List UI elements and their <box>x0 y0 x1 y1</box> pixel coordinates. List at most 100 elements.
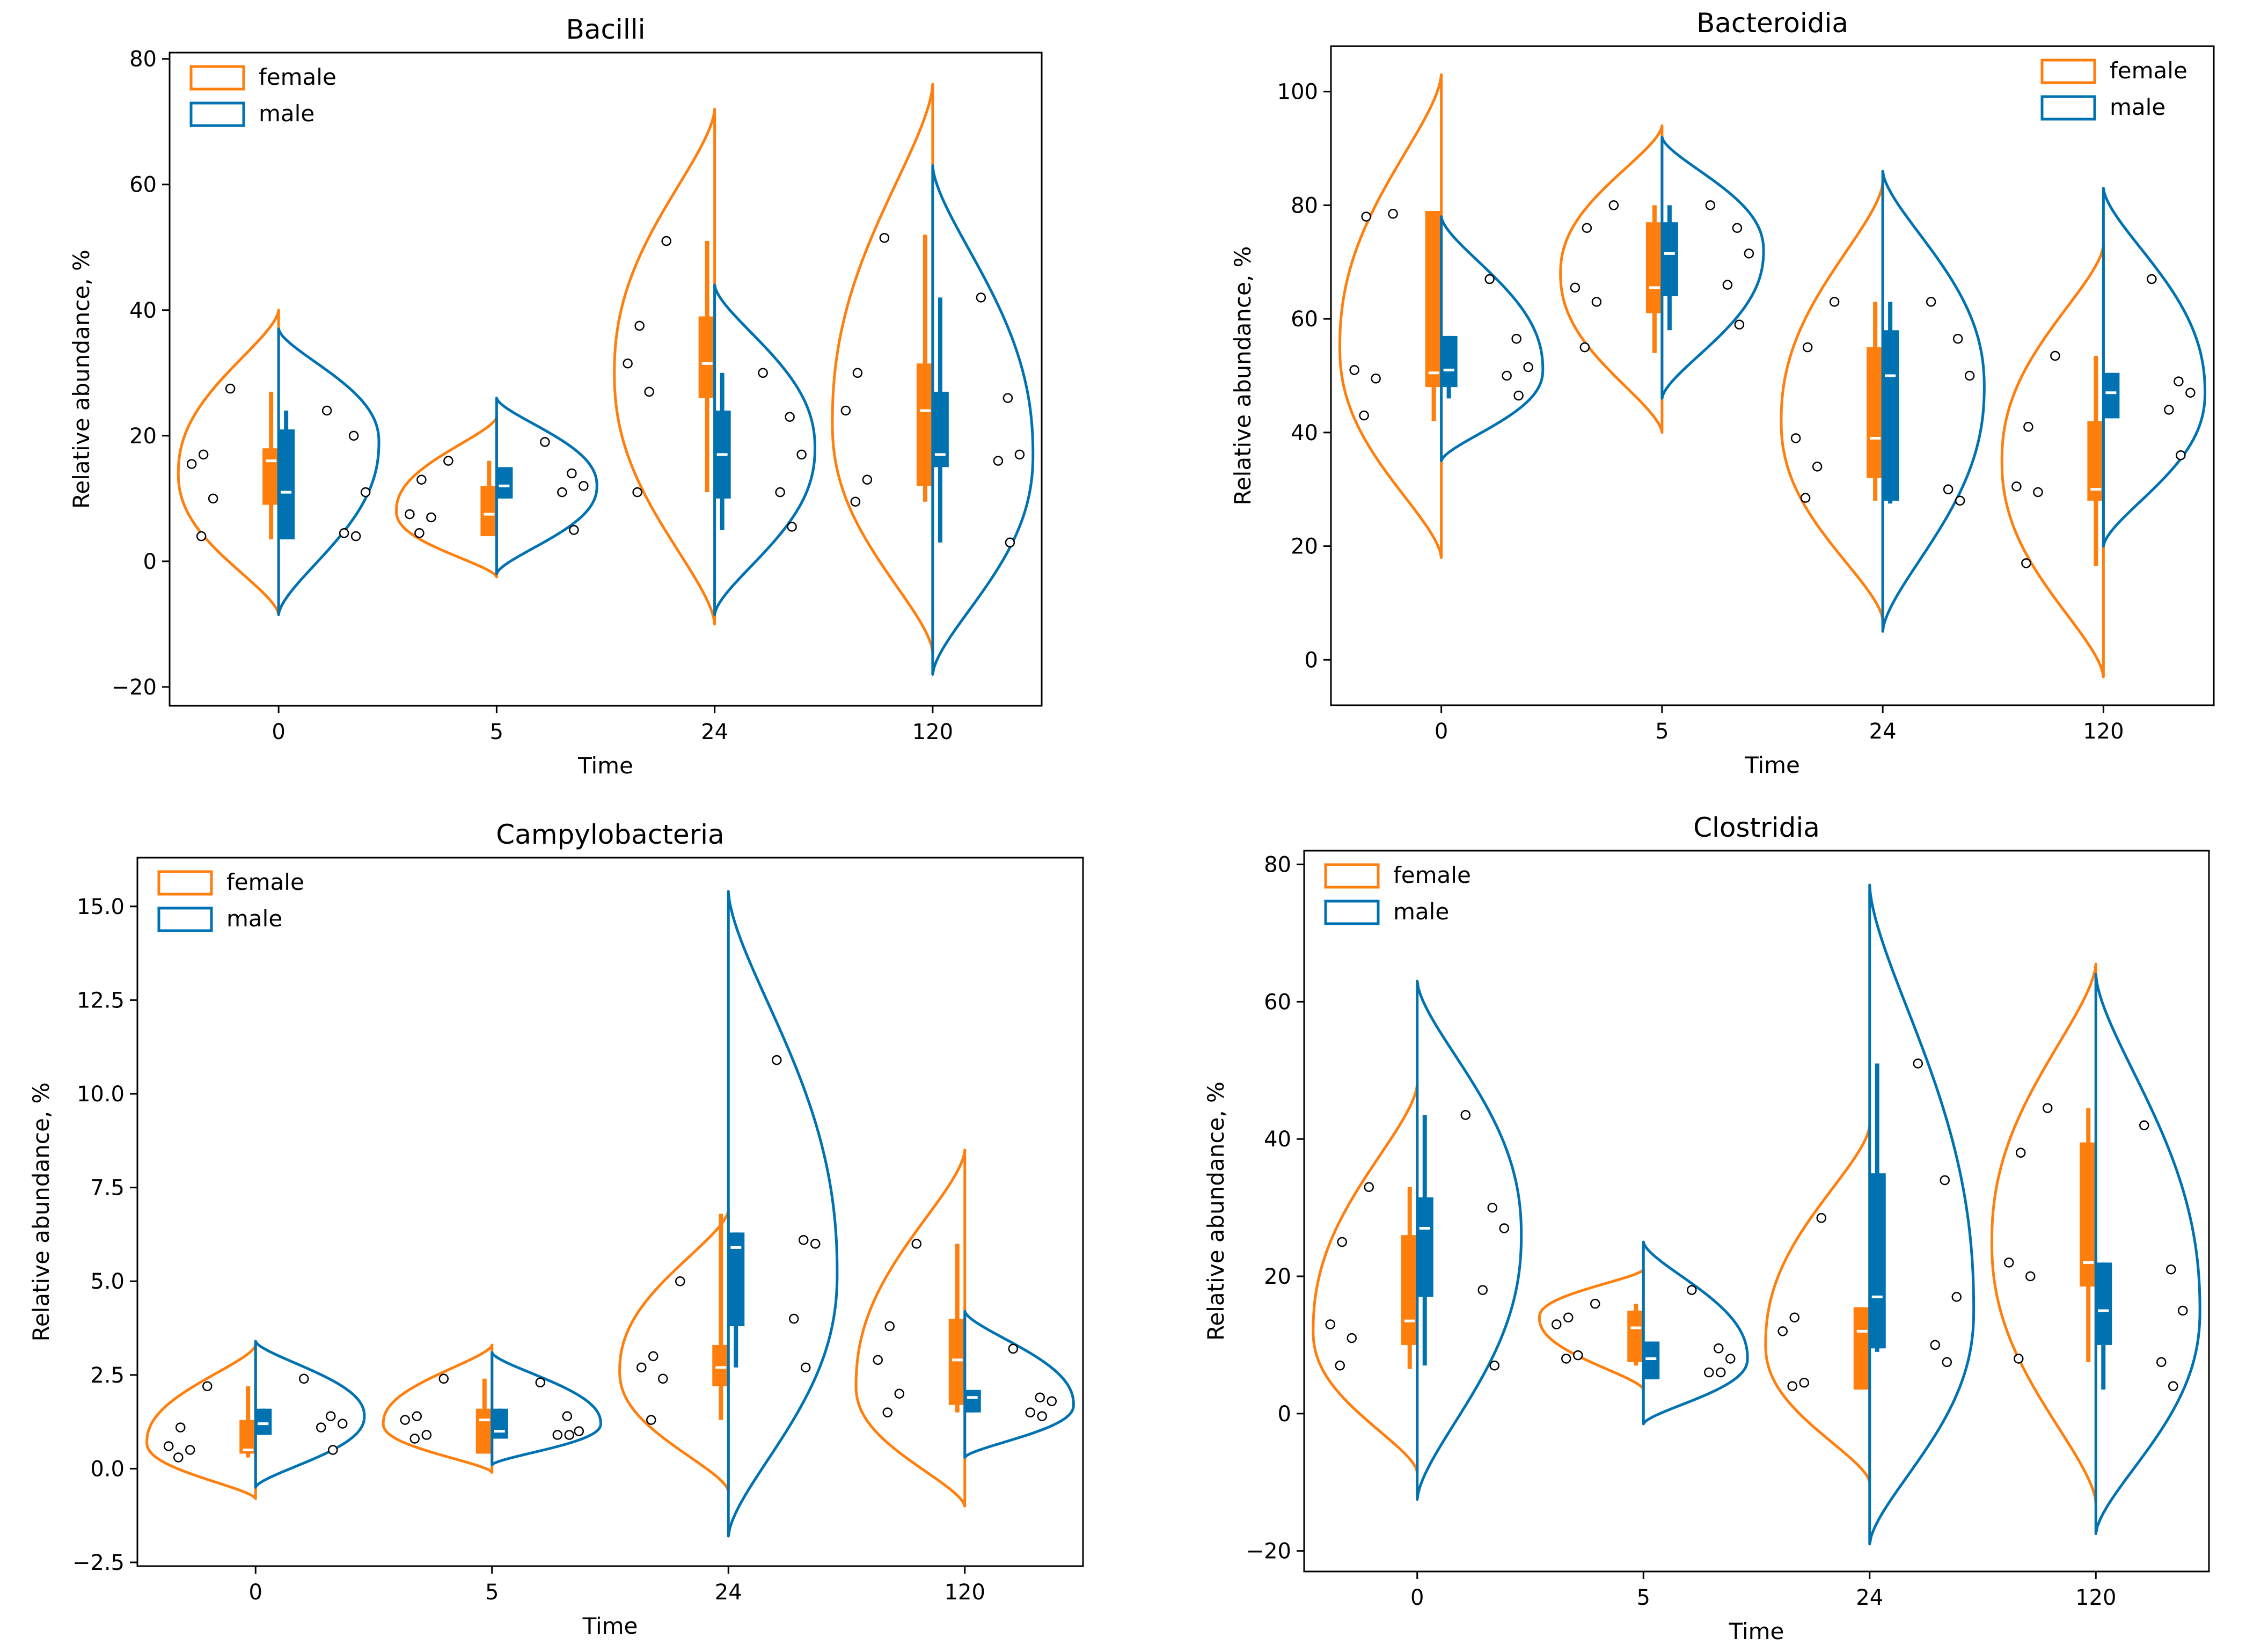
point-female <box>879 232 890 243</box>
point-female <box>2025 1271 2036 1282</box>
point-female <box>2016 1147 2026 1158</box>
point-female <box>414 528 425 538</box>
y-tick-label: 0 <box>1278 1402 1291 1427</box>
point-female <box>1552 1319 1562 1329</box>
point-male <box>1502 370 1512 381</box>
point-female <box>2043 1103 2053 1113</box>
point-male <box>360 487 371 498</box>
point-male <box>299 1373 309 1384</box>
box-female <box>480 486 498 537</box>
point-female <box>2023 422 2033 432</box>
point-male <box>789 1313 799 1324</box>
chart-title: Bacilli <box>566 14 646 45</box>
point-male <box>758 368 768 378</box>
point-female <box>164 1441 174 1451</box>
point-male <box>567 468 577 479</box>
box-female <box>1645 222 1663 313</box>
legend-swatch-female <box>2040 59 2096 84</box>
point-female <box>632 487 642 498</box>
x-tick-label: 120 <box>945 1580 985 1605</box>
point-male <box>569 525 579 535</box>
legend: female male <box>157 869 304 932</box>
point-female <box>185 1445 195 1455</box>
point-female <box>186 459 197 469</box>
point-male <box>1484 274 1495 284</box>
point-male <box>2147 274 2157 284</box>
box-female <box>1853 1307 1871 1390</box>
violin-female-120 <box>854 1149 967 1508</box>
violin-female-24 <box>613 107 716 626</box>
panel-bacilli: Bacilli −20 0 20 40 60 80 Relative abundance, %… <box>68 14 1043 779</box>
point-female <box>658 1373 668 1384</box>
point-male <box>1704 1367 1714 1378</box>
point-female <box>1337 1237 1347 1247</box>
point-female <box>2033 487 2043 498</box>
point-male <box>2166 1264 2176 1275</box>
y-tick-label: 40 <box>129 298 157 323</box>
y-tick-label: 100 <box>1277 80 1318 105</box>
violin-female-120 <box>831 83 934 654</box>
panel-bacteroidia: Bacteroidia 0 20 40 60 80 100 Relative abundanc… <box>1230 8 2215 778</box>
y-tick-label: −2.5 <box>72 1551 125 1575</box>
point-female <box>1347 1333 1357 1343</box>
point-female <box>1591 297 1602 307</box>
point-female <box>2004 1258 2014 1268</box>
point-female <box>1361 211 1371 222</box>
violin-female-5 <box>1538 1268 1645 1391</box>
point-female <box>852 368 863 378</box>
x-tick-label: 24 <box>1869 719 1897 744</box>
x-axis-label: Time <box>582 1613 638 1639</box>
point-female <box>2021 558 2031 568</box>
point-male <box>1511 333 1521 344</box>
point-male <box>338 1419 348 1429</box>
point-male <box>1037 1411 1047 1421</box>
legend-label-male: male <box>1393 898 1449 925</box>
box-female <box>916 363 934 486</box>
y-tick-label: 20 <box>129 424 157 449</box>
y-tick-label: 40 <box>1291 421 1318 445</box>
violin-male-24 <box>1881 170 1986 633</box>
y-tick-label: 20 <box>1264 1264 1291 1289</box>
point-female <box>840 405 851 416</box>
x-tick-label: 24 <box>715 1580 742 1605</box>
violin-female-0 <box>1312 1083 1419 1474</box>
point-female <box>173 1452 184 1463</box>
point-female <box>1777 1326 1788 1336</box>
point-female <box>1816 1213 1826 1223</box>
violin-female-120 <box>1990 962 2097 1504</box>
point-female <box>416 474 427 485</box>
point-male <box>1942 1357 1952 1368</box>
y-tick-label: 7.5 <box>90 1176 125 1201</box>
y-tick-label: −20 <box>112 675 157 700</box>
chart-title: Campylobacteria <box>496 819 724 850</box>
box-male <box>1882 330 1899 501</box>
y-tick-label: 80 <box>129 47 157 72</box>
x-tick-label: 0 <box>1435 719 1448 744</box>
box-female <box>1401 1235 1418 1345</box>
point-female <box>426 512 436 523</box>
point-male <box>1716 1367 1726 1378</box>
point-male <box>579 481 589 491</box>
point-female <box>873 1355 883 1365</box>
y-tick-label: 60 <box>1291 307 1318 332</box>
point-male <box>326 1411 336 1421</box>
point-female <box>1325 1319 1335 1329</box>
point-female <box>1349 365 1359 375</box>
legend-swatch-male <box>189 101 245 127</box>
plot-frame <box>1303 850 2210 1573</box>
point-female <box>225 383 236 394</box>
point-male <box>1734 319 1745 330</box>
y-tick-label: 5.0 <box>90 1269 125 1294</box>
legend-label-male: male <box>226 905 282 932</box>
box-male <box>254 1408 272 1435</box>
x-tick-label: 0 <box>1410 1585 1424 1610</box>
box-male <box>2095 1262 2112 1345</box>
point-female <box>911 1239 921 1249</box>
legend-label-male: male <box>259 100 314 127</box>
point-male <box>1523 362 1533 372</box>
point-female <box>1573 1350 1583 1361</box>
legend-label-female: female <box>259 64 336 90</box>
point-female <box>2014 1354 2024 1364</box>
point-female <box>443 456 453 466</box>
violin-male-5 <box>491 1351 602 1466</box>
